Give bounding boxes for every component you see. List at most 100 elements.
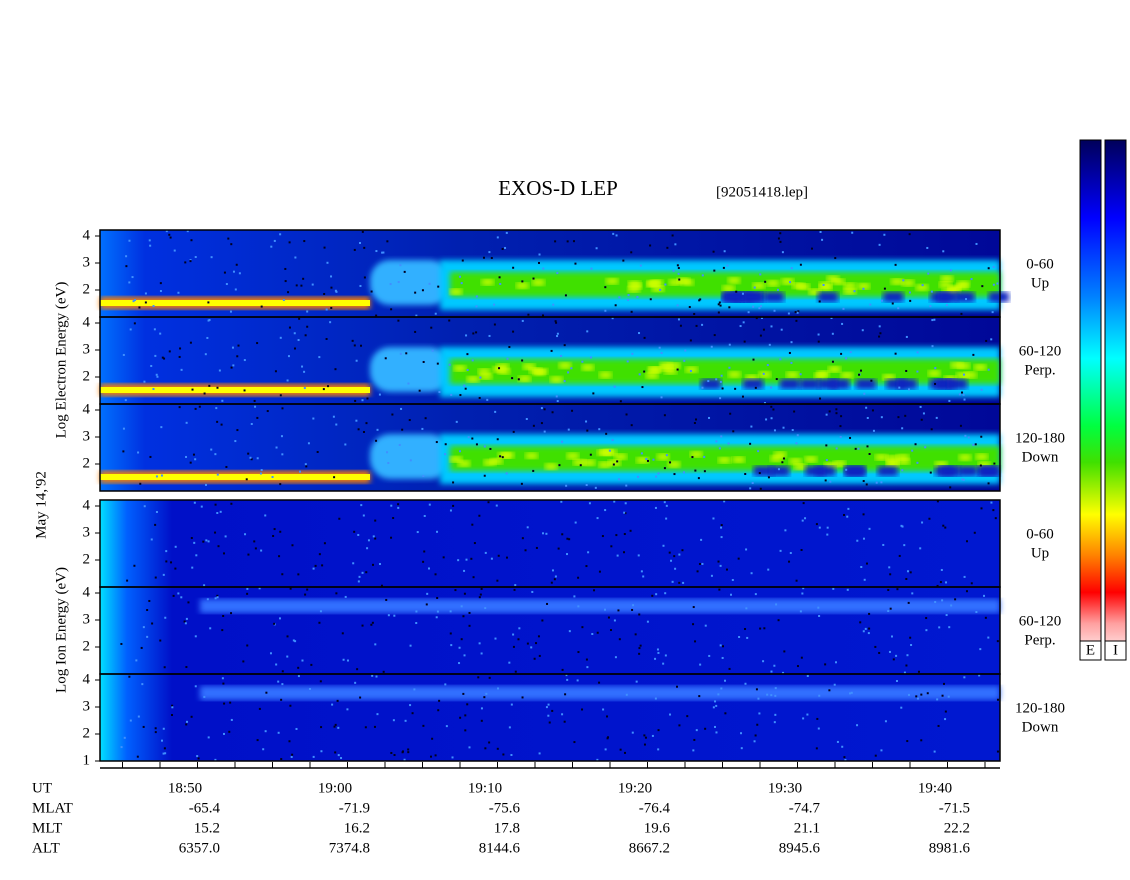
- angle-label: 120-180: [1015, 700, 1065, 716]
- speckle: [695, 418, 698, 421]
- speckle: [730, 593, 733, 596]
- band: [669, 279, 682, 286]
- speckle: [480, 652, 483, 655]
- speckle: [613, 500, 616, 503]
- speckle: [485, 692, 488, 695]
- speckle: [636, 296, 639, 299]
- speckle: [154, 731, 157, 734]
- ephemeris-value: 19:30: [768, 780, 802, 796]
- speckle: [480, 587, 483, 590]
- speckle: [750, 425, 753, 428]
- speckle: [551, 709, 554, 712]
- speckle: [759, 273, 762, 276]
- speckle: [765, 418, 768, 421]
- speckle: [230, 243, 233, 246]
- speckle: [862, 630, 865, 633]
- speckle: [214, 531, 217, 534]
- speckle: [700, 538, 703, 541]
- speckle: [124, 399, 127, 402]
- colorbar-label: I: [1113, 642, 1118, 658]
- speckle: [743, 340, 746, 343]
- speckle: [220, 423, 223, 426]
- speckle: [428, 503, 431, 506]
- speckle: [779, 549, 782, 552]
- speckle: [460, 638, 463, 641]
- band: [479, 373, 492, 380]
- speckle: [631, 608, 634, 611]
- speckle: [729, 412, 732, 415]
- speckle: [204, 483, 207, 486]
- speckle: [308, 687, 311, 690]
- speckle: [301, 659, 304, 662]
- speckle: [949, 486, 952, 489]
- speckle: [868, 452, 871, 455]
- speckle: [486, 398, 489, 401]
- speckle: [243, 359, 246, 362]
- speckle: [169, 236, 172, 239]
- speckle: [849, 436, 852, 439]
- speckle: [959, 424, 962, 427]
- speckle: [774, 694, 777, 697]
- speckle: [356, 668, 359, 671]
- speckle: [497, 554, 500, 557]
- speckle: [948, 399, 951, 402]
- speckle: [160, 474, 163, 477]
- speckle: [150, 538, 153, 541]
- speckle: [917, 670, 920, 673]
- speckle: [640, 570, 643, 573]
- speckle: [618, 478, 621, 481]
- speckle: [334, 751, 337, 754]
- speckle: [581, 626, 584, 629]
- speckle: [187, 601, 190, 604]
- speckle: [908, 291, 911, 294]
- speckle: [318, 356, 321, 359]
- speckle: [561, 440, 564, 443]
- speckle: [289, 587, 292, 590]
- band: [628, 280, 641, 287]
- speckle: [762, 660, 765, 663]
- speckle: [678, 278, 681, 281]
- band: [453, 365, 466, 372]
- speckle: [174, 545, 177, 548]
- speckle: [484, 747, 487, 750]
- speckle: [488, 251, 491, 254]
- speckle: [934, 367, 937, 370]
- speckle: [739, 325, 742, 328]
- band: [804, 456, 817, 463]
- speckle: [409, 644, 412, 647]
- speckle: [259, 472, 262, 475]
- speckle: [665, 504, 668, 507]
- speckle: [442, 556, 445, 559]
- speckle: [256, 739, 259, 742]
- band: [828, 366, 841, 373]
- speckle: [236, 429, 239, 432]
- speckle: [194, 635, 197, 638]
- speckle: [495, 504, 498, 507]
- speckle: [477, 676, 480, 679]
- speckle: [373, 725, 376, 728]
- speckle: [829, 480, 832, 483]
- speckle: [936, 698, 939, 701]
- speckle: [846, 515, 849, 518]
- band: [935, 461, 948, 468]
- band: [959, 454, 972, 461]
- speckle: [911, 592, 914, 595]
- speckle: [237, 344, 240, 347]
- speckle: [450, 644, 453, 647]
- speckle: [335, 592, 338, 595]
- speckle: [863, 392, 866, 395]
- speckle: [757, 450, 760, 453]
- speckle: [295, 284, 298, 287]
- speckle: [715, 440, 718, 443]
- speckle: [756, 723, 759, 726]
- speckle: [817, 606, 820, 609]
- speckle: [473, 542, 476, 545]
- speckle: [155, 511, 158, 514]
- speckle: [371, 563, 374, 566]
- band: [573, 459, 586, 466]
- speckle: [165, 560, 168, 563]
- speckle: [745, 548, 748, 551]
- speckle: [366, 397, 369, 400]
- speckle: [232, 364, 235, 367]
- band: [841, 372, 854, 379]
